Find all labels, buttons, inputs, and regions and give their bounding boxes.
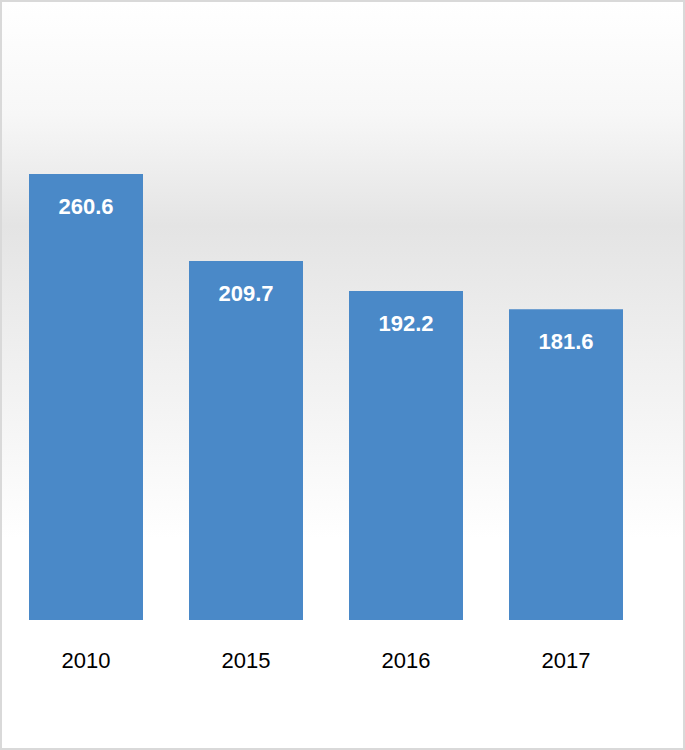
svg-text:209.7: 209.7	[218, 281, 273, 306]
svg-text:2010: 2010	[62, 648, 111, 673]
svg-text:181.6: 181.6	[538, 329, 593, 354]
svg-text:192.2: 192.2	[378, 311, 433, 336]
svg-text:2015: 2015	[222, 648, 271, 673]
svg-text:260.6: 260.6	[58, 194, 113, 219]
svg-text:2016: 2016	[382, 648, 431, 673]
svg-text:2017: 2017	[542, 648, 591, 673]
